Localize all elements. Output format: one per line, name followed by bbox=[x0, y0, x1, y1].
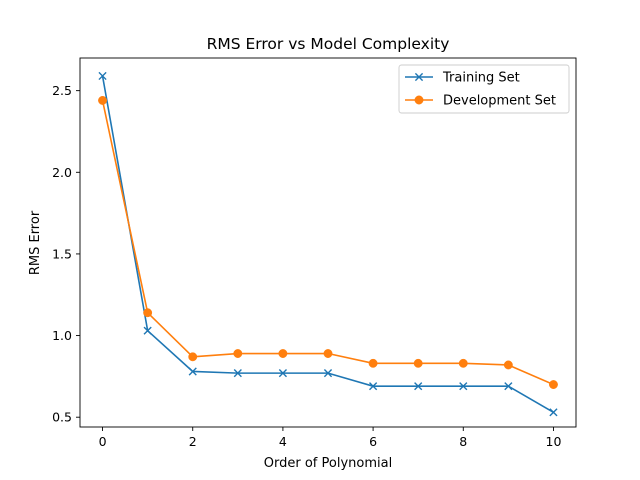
x-axis-ticks: 0 2 4 6 8 10 bbox=[99, 427, 562, 449]
y-tick-label: 2.0 bbox=[52, 165, 72, 180]
data-point bbox=[549, 408, 558, 417]
data-point bbox=[459, 382, 468, 391]
data-point bbox=[414, 382, 423, 391]
series-layer bbox=[98, 71, 558, 417]
chart-title: RMS Error vs Model Complexity bbox=[207, 35, 450, 53]
y-tick-label: 1.0 bbox=[52, 328, 72, 343]
x-tick-label: 0 bbox=[99, 434, 107, 449]
y-tick-label: 2.5 bbox=[52, 83, 72, 98]
legend-box bbox=[398, 64, 570, 114]
data-point bbox=[233, 349, 243, 358]
y-axis-label: RMS Error bbox=[28, 210, 43, 275]
x-tick-label: 10 bbox=[546, 434, 562, 449]
legend-item: Training Set bbox=[405, 71, 520, 86]
legend-label: Development Set bbox=[443, 94, 556, 109]
data-point bbox=[188, 352, 198, 362]
x-tick-label: 4 bbox=[279, 434, 287, 449]
legend-item: Development Set bbox=[405, 94, 556, 109]
data-point bbox=[278, 349, 288, 358]
data-point bbox=[503, 360, 513, 370]
data-point bbox=[143, 326, 152, 335]
data-point bbox=[413, 358, 423, 368]
data-point bbox=[323, 369, 333, 378]
y-axis-ticks: 0.5 1.0 1.5 2.0 2.5 bbox=[52, 83, 80, 425]
x-tick-label: 2 bbox=[189, 434, 197, 449]
data-point bbox=[368, 358, 378, 368]
series-line bbox=[101, 100, 554, 386]
series-development-set bbox=[98, 96, 558, 389]
y-tick-label: 1.5 bbox=[52, 246, 72, 261]
plot-frame bbox=[79, 57, 577, 428]
data-point bbox=[143, 308, 153, 318]
y-tick-label: 0.5 bbox=[52, 410, 72, 425]
x-tick-label: 8 bbox=[459, 434, 467, 449]
data-point bbox=[188, 367, 197, 376]
data-point bbox=[504, 382, 513, 391]
legend: Training Set Development Set bbox=[398, 64, 570, 114]
legend-label: Training Set bbox=[442, 71, 520, 86]
data-point bbox=[458, 358, 468, 368]
data-point bbox=[233, 369, 242, 378]
data-point bbox=[98, 96, 107, 105]
data-point bbox=[549, 380, 558, 389]
data-point bbox=[278, 369, 288, 378]
x-tick-label: 6 bbox=[369, 434, 377, 449]
legend-marker bbox=[414, 72, 424, 82]
series-training-set bbox=[98, 71, 558, 417]
data-point bbox=[98, 71, 107, 81]
data-point bbox=[368, 382, 378, 391]
data-point bbox=[323, 349, 333, 358]
x-axis-label: Order of Polynomial bbox=[264, 456, 392, 471]
legend-marker bbox=[414, 95, 424, 105]
series-line bbox=[101, 75, 554, 413]
